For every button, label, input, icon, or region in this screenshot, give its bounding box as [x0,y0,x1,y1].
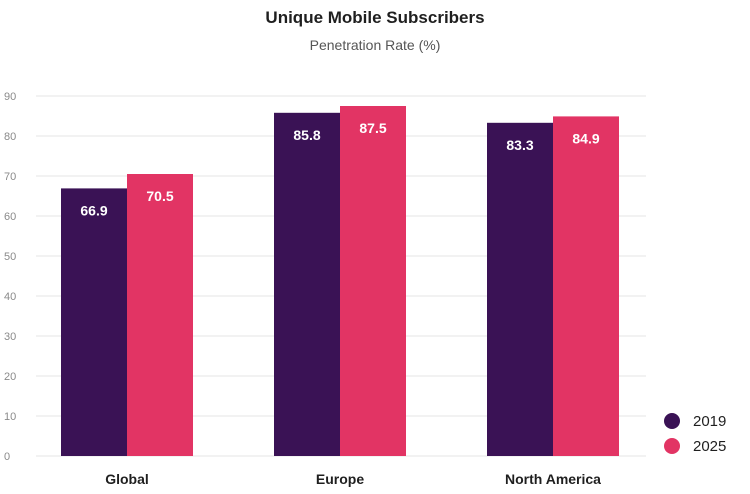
x-category-label: North America [505,471,601,487]
bar-2019-global [61,188,127,456]
data-label: 84.9 [572,130,599,146]
data-label: 83.3 [506,137,533,153]
y-tick-label: 50 [4,251,16,263]
legend-label: 2019 [693,413,726,430]
legend-label: 2025 [693,438,726,455]
data-label: 87.5 [359,120,386,136]
bar-2025-north-america [553,116,619,457]
y-tick-label: 30 [4,331,16,343]
y-tick-label: 90 [4,91,16,103]
bar-2025-europe [340,106,406,456]
y-tick-label: 10 [4,411,16,423]
chart-subtitle: Penetration Rate (%) [310,37,441,53]
data-label: 85.8 [293,127,320,143]
legend-swatch [664,438,680,454]
data-label: 66.9 [80,202,107,218]
y-tick-label: 40 [4,291,16,303]
y-tick-label: 60 [4,211,16,223]
x-category-label: Global [105,471,149,487]
data-label: 70.5 [146,188,173,204]
bar-2025-global [127,174,193,456]
chart-title: Unique Mobile Subscribers [265,8,484,27]
y-axis-ticks: 0 10 20 30 40 50 60 70 80 90 [4,91,16,463]
legend: 2019 2025 [664,413,726,455]
x-category-label: Europe [316,471,364,487]
bar-2019-north-america [487,122,553,457]
bar-2019-europe [274,112,340,457]
bars: 66.9 70.5 85.8 87.5 83.3 84.9 [61,106,619,457]
y-tick-label: 70 [4,171,16,183]
y-tick-label: 0 [4,451,10,463]
y-tick-label: 80 [4,131,16,143]
y-tick-label: 20 [4,371,16,383]
legend-swatch [664,413,680,429]
x-axis-categories: Global Europe North America [105,471,601,487]
